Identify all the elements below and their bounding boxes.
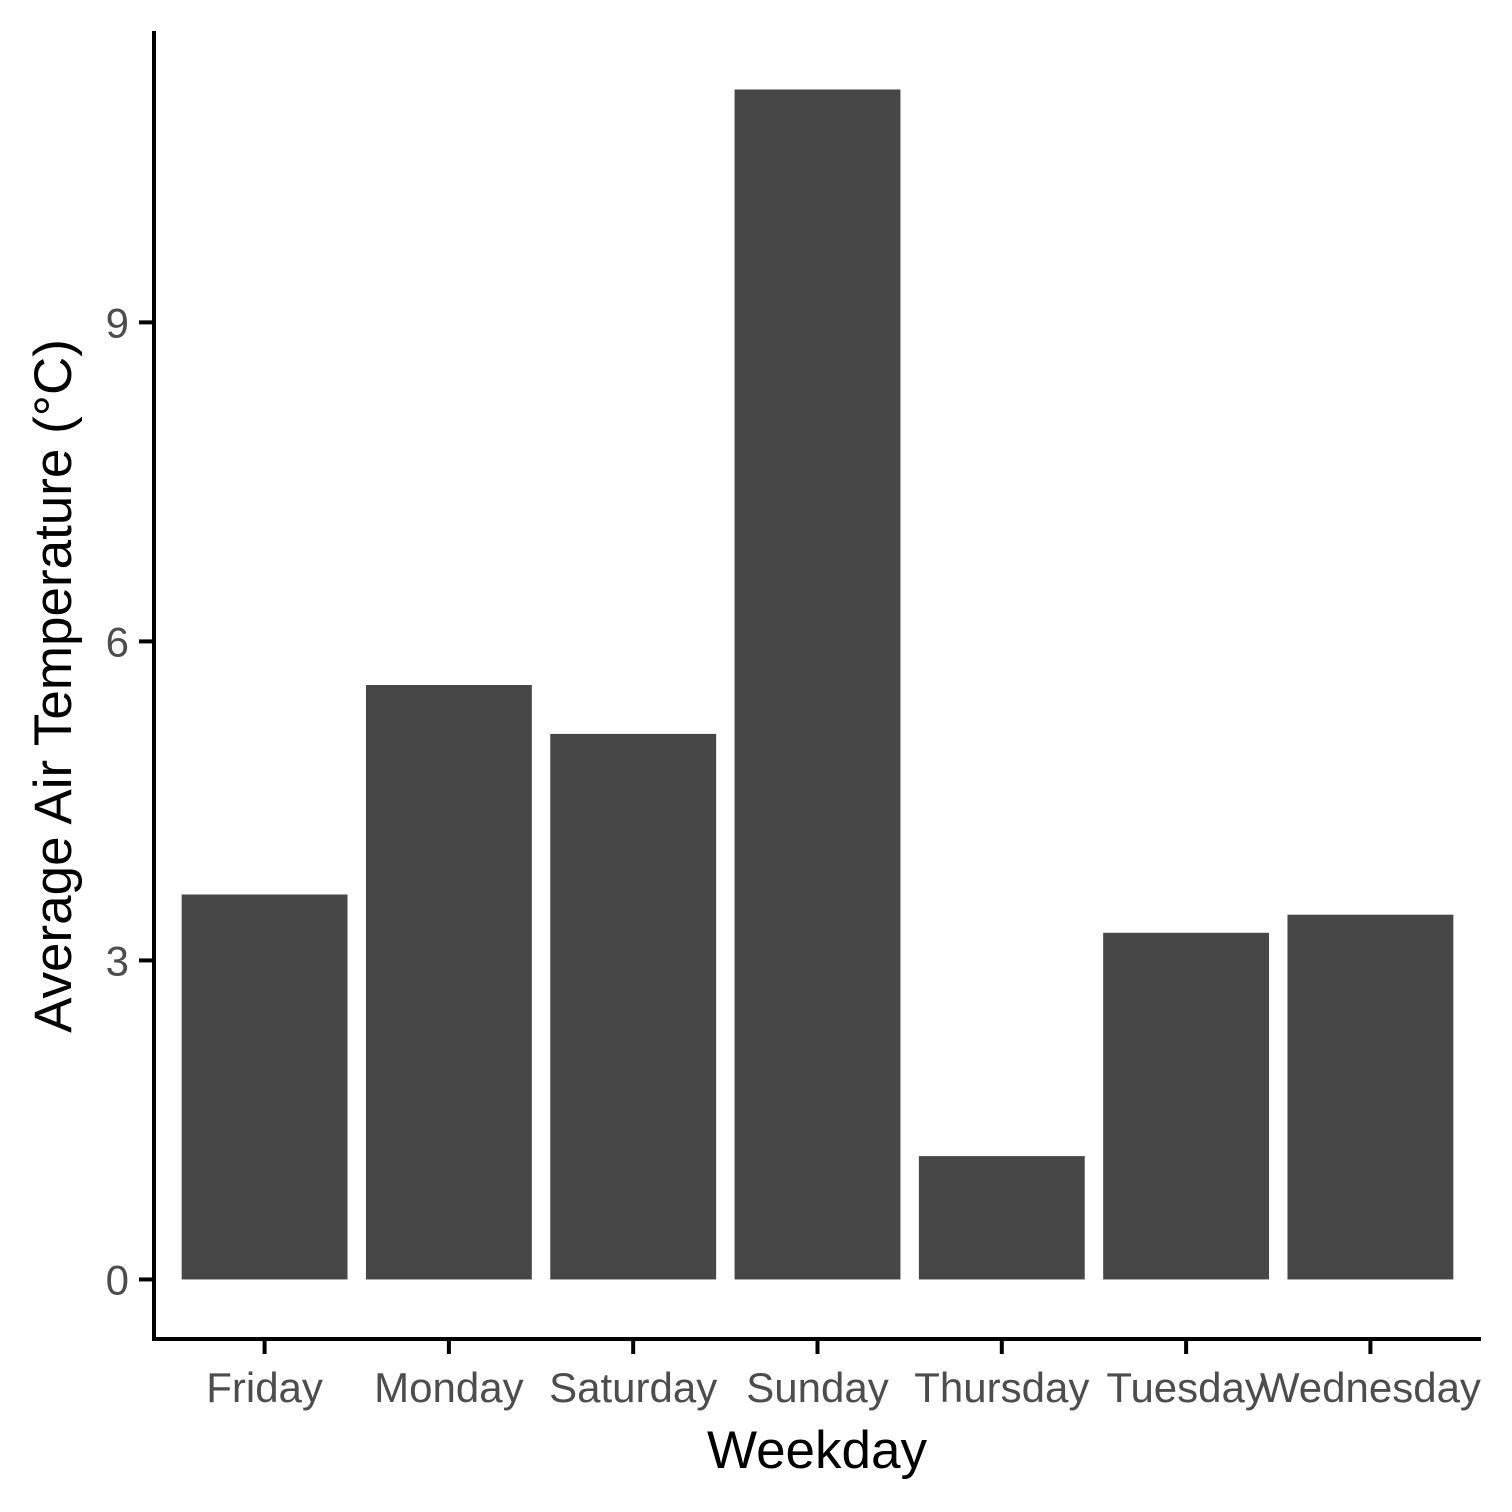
y-tick-label: 6	[106, 618, 129, 665]
bar-friday	[181, 894, 348, 1280]
x-tick-label: Saturday	[549, 1364, 717, 1411]
bar-tuesday	[1103, 932, 1270, 1280]
y-tick-label: 3	[106, 937, 129, 984]
x-tick-label: Wednesday	[1260, 1364, 1481, 1411]
bar-thursday	[918, 1156, 1085, 1280]
x-axis-title: Weekday	[707, 1421, 927, 1480]
x-tick-label: Tuesday	[1106, 1364, 1266, 1411]
y-tick-label: 0	[106, 1256, 129, 1303]
y-axis-ticks: 0 3 6 9	[106, 299, 154, 1303]
x-tick-label: Sunday	[746, 1364, 888, 1411]
x-axis-ticks: Friday Monday Saturday Sunday Thursday Tuesda…	[206, 1339, 1481, 1411]
bars-group	[181, 89, 1454, 1280]
bar-sunday	[734, 89, 901, 1280]
bar-monday	[365, 685, 532, 1280]
x-tick-label: Friday	[206, 1364, 323, 1411]
x-tick-label: Monday	[374, 1364, 523, 1411]
y-tick-label: 9	[106, 299, 129, 346]
x-tick-label: Thursday	[914, 1364, 1089, 1411]
bar-wednesday	[1287, 914, 1454, 1280]
y-axis-title: Average Air Temperature (°C)	[24, 339, 83, 1033]
bar-saturday	[550, 733, 717, 1280]
